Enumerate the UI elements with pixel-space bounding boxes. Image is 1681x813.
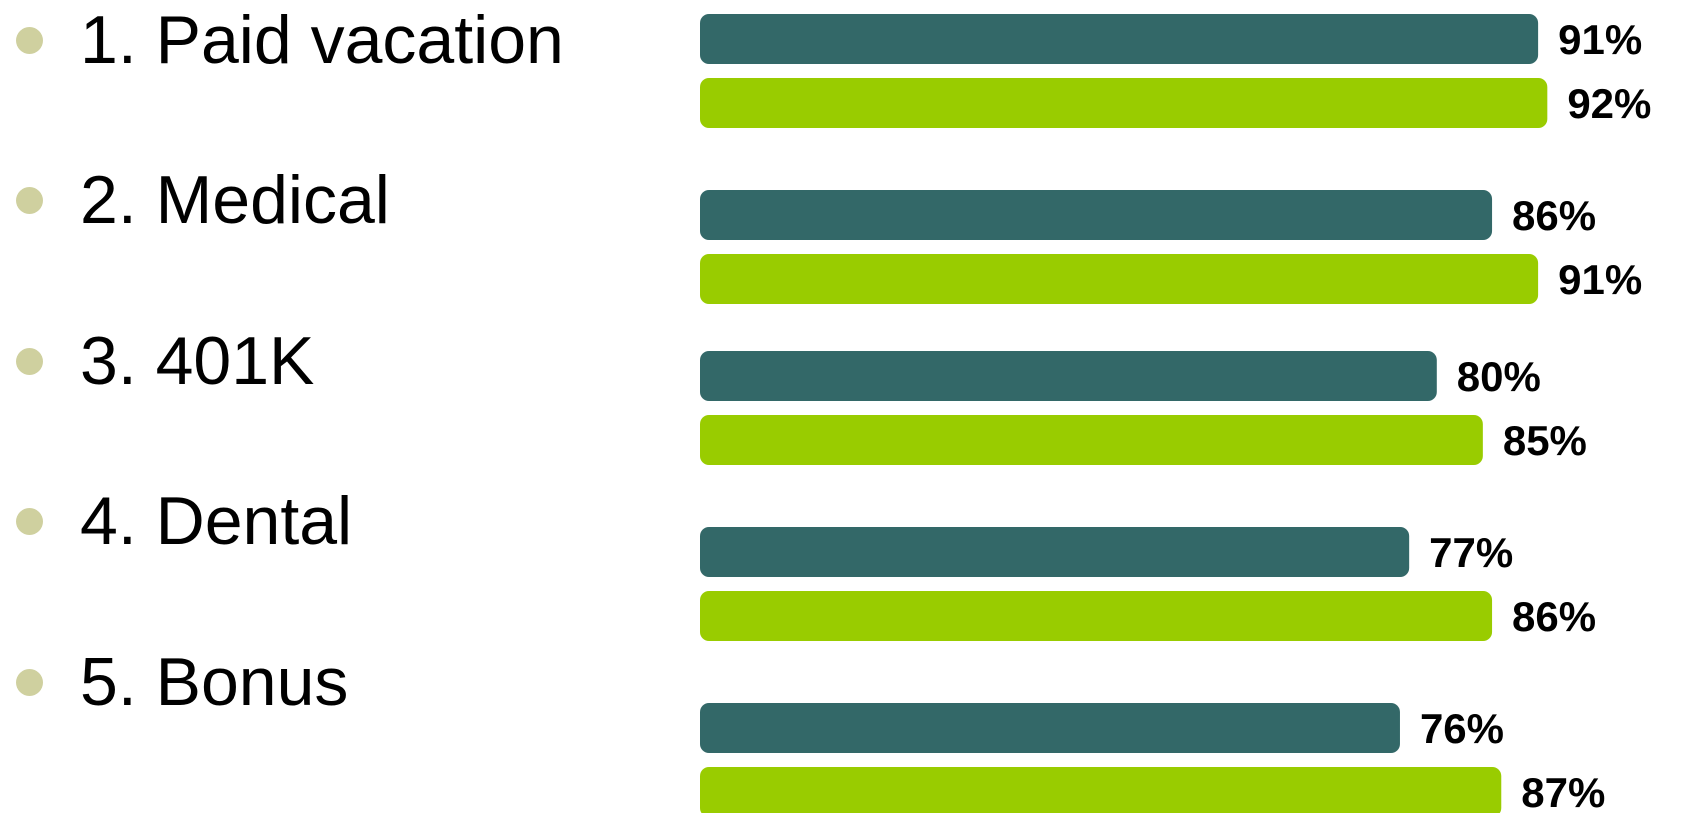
data-label-s1-c4: 77% bbox=[1429, 529, 1513, 576]
data-label-s2-c1: 92% bbox=[1567, 80, 1651, 127]
data-label-s2-c2: 91% bbox=[1558, 256, 1642, 303]
bar-s1-c1 bbox=[700, 14, 1538, 64]
bar-s2-c2 bbox=[700, 254, 1538, 304]
data-label-s1-c2: 86% bbox=[1512, 192, 1596, 239]
data-label-s2-c4: 86% bbox=[1512, 593, 1596, 640]
data-label-s1-c5: 76% bbox=[1420, 705, 1504, 752]
data-label-s2-c3: 85% bbox=[1503, 417, 1587, 464]
bar-s1-c2 bbox=[700, 190, 1492, 240]
bar-s1-c4 bbox=[700, 527, 1409, 577]
data-label-s1-c3: 80% bbox=[1457, 353, 1541, 400]
bar-s2-c4 bbox=[700, 591, 1492, 641]
data-label-s1-c1: 91% bbox=[1558, 16, 1642, 63]
bar-s2-c5 bbox=[700, 767, 1501, 813]
bar-s2-c3 bbox=[700, 415, 1483, 465]
bar-s1-c5 bbox=[700, 703, 1400, 753]
bar-s2-c1 bbox=[700, 78, 1547, 128]
data-label-s2-c5: 87% bbox=[1521, 769, 1605, 813]
bar-s1-c3 bbox=[700, 351, 1437, 401]
